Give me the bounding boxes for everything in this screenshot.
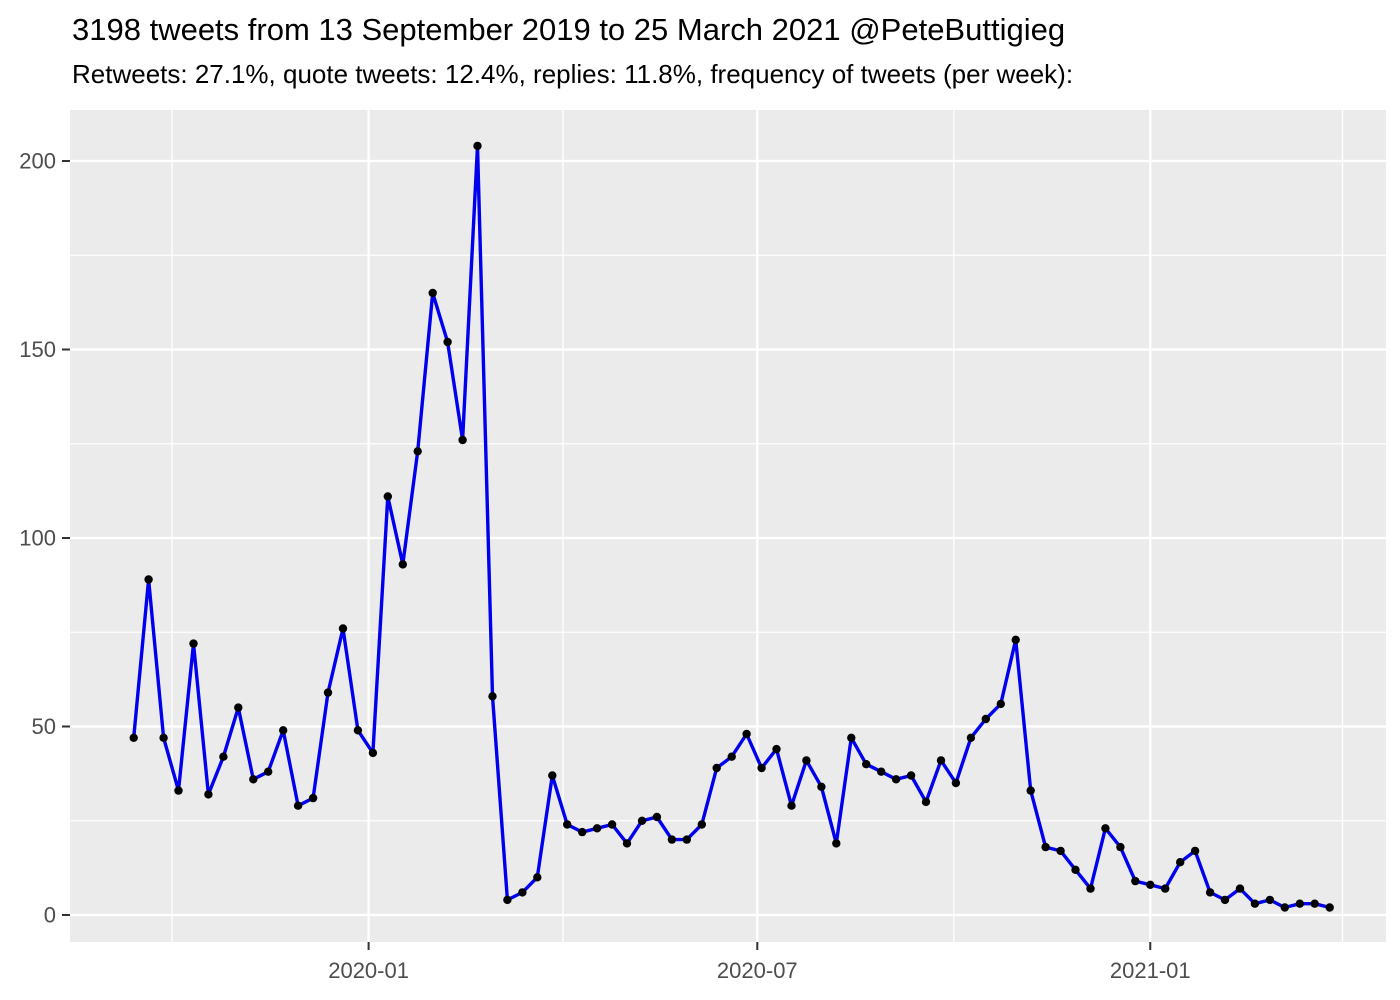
data-point xyxy=(563,820,572,829)
data-point xyxy=(667,835,677,844)
data-point xyxy=(772,744,781,754)
data-point xyxy=(159,733,168,742)
data-point xyxy=(1161,884,1170,893)
data-point xyxy=(533,873,542,882)
data-point xyxy=(891,775,901,784)
data-point xyxy=(1011,635,1020,644)
data-point xyxy=(458,435,467,445)
data-point xyxy=(428,288,437,298)
x-axis-tick-label: 2021-01 xyxy=(1110,958,1191,983)
y-axis-tick-label: 50 xyxy=(32,714,56,739)
data-point xyxy=(877,767,886,776)
data-point xyxy=(1250,899,1260,908)
data-point xyxy=(1280,903,1290,912)
data-point xyxy=(1086,884,1095,893)
data-point xyxy=(652,812,662,822)
data-point xyxy=(981,714,990,724)
data-point xyxy=(1071,865,1080,874)
data-point xyxy=(413,447,422,456)
data-point xyxy=(174,786,183,795)
data-point xyxy=(951,778,961,788)
data-point xyxy=(847,733,856,742)
data-point xyxy=(1205,888,1215,897)
data-point xyxy=(697,820,706,829)
y-axis-tick-label: 150 xyxy=(19,337,56,362)
data-point xyxy=(1235,884,1245,893)
data-point xyxy=(1265,895,1275,905)
x-axis-tick-label: 2020-01 xyxy=(328,958,409,983)
data-point xyxy=(323,688,333,697)
data-point xyxy=(607,820,617,829)
data-point xyxy=(757,763,766,773)
data-point xyxy=(921,797,931,807)
data-point xyxy=(742,729,751,739)
data-point xyxy=(368,748,378,758)
x-axis-tick-label: 2020-07 xyxy=(717,958,798,983)
data-point xyxy=(996,699,1005,709)
data-point xyxy=(1325,903,1334,912)
data-point xyxy=(1056,846,1065,856)
data-point xyxy=(862,760,871,769)
data-point xyxy=(1295,899,1305,908)
data-point xyxy=(473,141,482,151)
data-point xyxy=(1310,899,1319,908)
data-point xyxy=(383,492,392,501)
chart-title: 3198 tweets from 13 September 2019 to 25… xyxy=(72,12,1066,47)
data-point xyxy=(204,790,213,799)
y-axis-tick-label: 100 xyxy=(19,526,56,551)
data-point xyxy=(398,560,407,569)
data-point xyxy=(622,839,632,848)
data-point xyxy=(1176,858,1185,867)
data-point xyxy=(129,733,138,742)
data-point xyxy=(592,824,602,833)
data-point xyxy=(802,756,811,765)
data-point xyxy=(637,816,647,825)
plot-panel xyxy=(70,110,1386,942)
data-point xyxy=(503,895,512,905)
data-point xyxy=(1116,842,1125,852)
data-point xyxy=(189,639,198,648)
y-axis-tick-label: 200 xyxy=(19,149,56,174)
data-point xyxy=(219,752,228,761)
data-point xyxy=(249,775,258,784)
chart-subtitle: Retweets: 27.1%, quote tweets: 12.4%, re… xyxy=(72,59,1074,89)
data-point xyxy=(966,733,976,742)
data-point xyxy=(144,575,153,584)
data-point xyxy=(727,752,736,761)
data-point xyxy=(1041,842,1050,852)
data-point xyxy=(1190,846,1200,856)
data-point xyxy=(518,888,527,897)
data-point xyxy=(488,692,497,701)
data-point xyxy=(264,767,273,776)
y-axis-tick-label: 0 xyxy=(44,903,56,928)
data-point xyxy=(293,801,303,810)
data-point xyxy=(578,827,587,837)
data-point xyxy=(1026,786,1035,795)
data-point xyxy=(936,756,946,765)
data-point xyxy=(353,726,363,735)
data-point xyxy=(682,835,691,844)
data-point xyxy=(308,793,318,803)
data-point xyxy=(1220,895,1230,905)
data-point xyxy=(787,801,796,810)
data-point xyxy=(443,337,452,347)
data-point xyxy=(1101,824,1110,833)
data-point xyxy=(279,726,288,735)
data-point xyxy=(234,703,243,712)
data-point xyxy=(1131,876,1140,886)
data-point xyxy=(817,782,826,791)
data-point xyxy=(712,763,721,773)
data-point xyxy=(548,771,557,780)
data-point xyxy=(338,624,348,633)
data-point xyxy=(832,839,841,848)
data-point xyxy=(1146,880,1155,889)
data-point xyxy=(906,771,916,780)
